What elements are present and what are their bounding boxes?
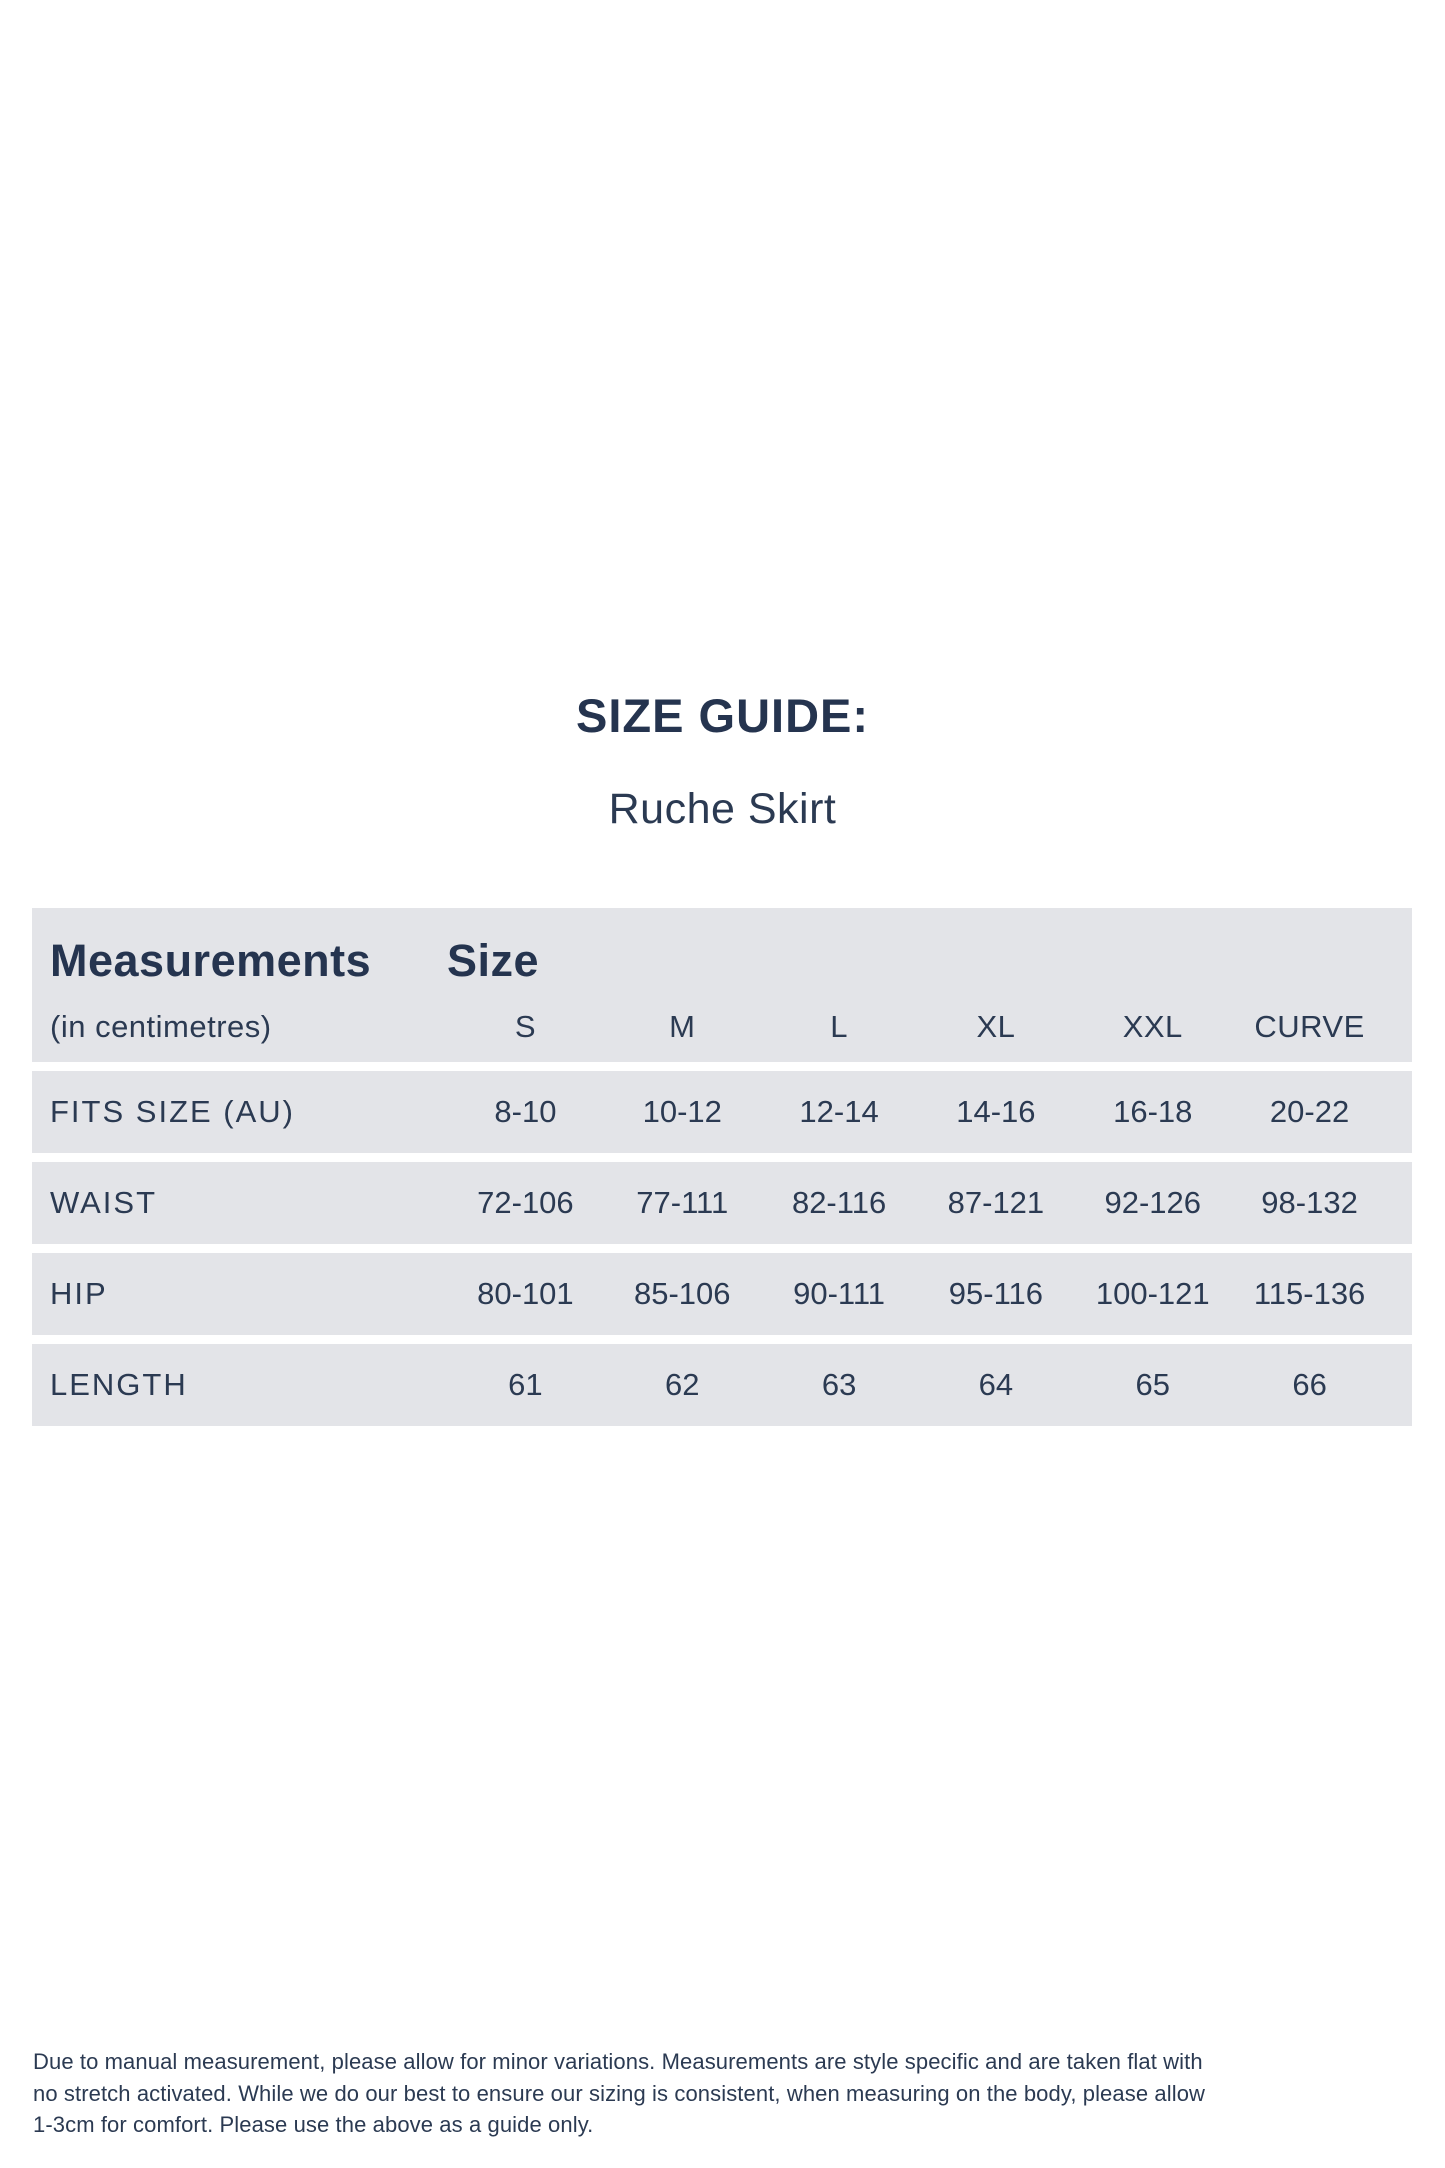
table-row-length: LENGTH 61 62 63 64 65 66 (32, 1344, 1412, 1426)
table-row-fits-size: FITS SIZE (AU) 8-10 10-12 12-14 14-16 16… (32, 1071, 1412, 1153)
size-guide-table: Measurements Size (in centimetres) S M L… (32, 908, 1412, 1426)
size-header-l: L (830, 1009, 848, 1044)
size-header-m: M (669, 1009, 696, 1044)
row-label: FITS SIZE (AU) (50, 1094, 295, 1129)
size-column-title: Size (447, 935, 540, 986)
cell-value: 12-14 (799, 1094, 879, 1129)
product-name: Ruche Skirt (608, 785, 837, 833)
cell-value: 16-18 (1113, 1094, 1193, 1129)
cell-value: 100-121 (1095, 1276, 1210, 1311)
cell-value: 115-136 (1253, 1276, 1366, 1311)
disclaimer-line-2: no stretch activated. While we do our be… (33, 2080, 1206, 2106)
measurements-unit-label: (in centimetres) (50, 1009, 272, 1044)
cell-value: 80-101 (477, 1276, 574, 1311)
row-label: LENGTH (50, 1367, 188, 1402)
disclaimer-line-1: Due to manual measurement, please allow … (33, 2049, 1203, 2074)
cell-value: 82-116 (791, 1185, 887, 1220)
cell-value: 95-116 (948, 1276, 1044, 1311)
cell-value: 61 (508, 1367, 543, 1402)
size-header-curve: CURVE (1254, 1009, 1365, 1044)
cell-value: 85-106 (633, 1276, 731, 1311)
cell-value: 65 (1135, 1367, 1170, 1402)
cell-value: 14-16 (956, 1094, 1036, 1129)
row-label: WAIST (50, 1185, 158, 1220)
cell-value: 98-132 (1261, 1185, 1358, 1220)
cell-value: 10-12 (642, 1094, 722, 1129)
cell-value: 8-10 (494, 1094, 557, 1129)
cell-value: 90-111 (793, 1276, 886, 1311)
size-header-xl: XL (976, 1009, 1016, 1044)
cell-value: 20-22 (1269, 1094, 1350, 1129)
table-row-hip: HIP 80-101 85-106 90-111 95-116 100-121 … (32, 1253, 1412, 1335)
table-header: Measurements Size (in centimetres) S M L… (32, 908, 1412, 1062)
cell-value: 66 (1292, 1367, 1327, 1402)
measurements-column-title: Measurements (50, 935, 372, 986)
cell-value: 92-126 (1104, 1185, 1201, 1220)
cell-value: 87-121 (947, 1185, 1045, 1220)
table-header-titles-row: Measurements Size (32, 935, 1412, 987)
table-row-waist: WAIST 72-106 77-111 82-116 87-121 92-126… (32, 1162, 1412, 1244)
disclaimer-text: Due to manual measurement, please allow … (33, 2046, 1423, 2141)
cell-value: 62 (665, 1367, 700, 1402)
size-header-s: S (514, 1009, 536, 1044)
disclaimer-line-3: 1-3cm for comfort. Please use the above … (33, 2112, 594, 2137)
cell-value: 63 (821, 1367, 857, 1402)
row-label: HIP (50, 1276, 108, 1311)
cell-value: 77-111 (636, 1185, 729, 1220)
cell-value: 72-106 (477, 1185, 574, 1220)
page-title: SIZE GUIDE: (575, 689, 870, 742)
size-header-xxl: XXL (1122, 1009, 1183, 1044)
cell-value: 64 (978, 1367, 1014, 1402)
table-header-sizes-row: (in centimetres) S M L XL XXL CURVE (32, 1008, 1412, 1046)
